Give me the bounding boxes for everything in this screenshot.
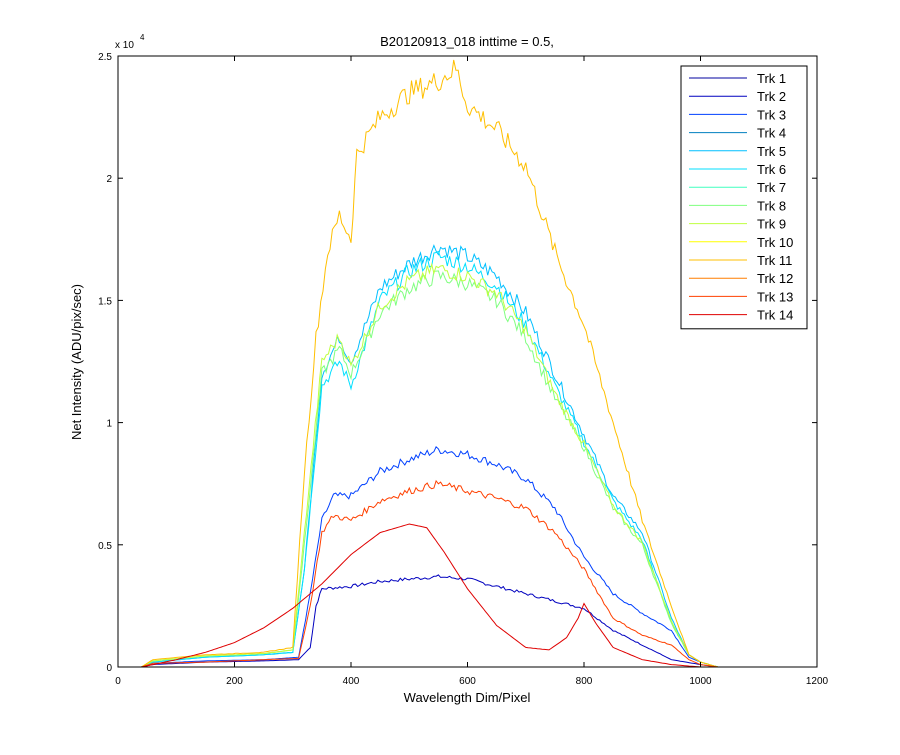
y-exponent-power: 4 (140, 33, 145, 42)
x-axis-label: Wavelength Dim/Pixel (404, 690, 531, 705)
legend-entry: Trk 7 (757, 180, 786, 195)
series-line-2 (141, 574, 719, 668)
x-tick-label: 400 (343, 676, 360, 687)
legend-entry: Trk 5 (757, 144, 786, 159)
legend-entry: Trk 11 (757, 253, 792, 268)
y-tick-label: 1.5 (98, 296, 112, 307)
series-line-9 (141, 262, 719, 668)
x-tick-label: 1200 (806, 676, 829, 687)
legend-box (680, 65, 808, 330)
legend-entry: Trk 4 (757, 126, 786, 141)
legend-entry: Trk 12 (757, 271, 793, 286)
legend-entry: Trk 6 (757, 162, 786, 177)
legend-entry: Trk 9 (757, 217, 786, 232)
y-tick-label: 0.5 (98, 541, 112, 552)
chart-title: B20120913_018 inttime = 0.5, (380, 34, 554, 49)
legend-entry: Trk 14 (757, 308, 793, 323)
y-tick-label: 2 (106, 174, 112, 185)
y-tick-label: 2.5 (98, 52, 112, 63)
x-tick-label: 1000 (689, 676, 712, 687)
legend-entry: Trk 10 (757, 235, 793, 250)
series-line-13 (141, 479, 719, 668)
y-axis-label: Net Intensity (ADU/pix/sec) (69, 284, 84, 440)
legend-entry: Trk 2 (757, 89, 786, 104)
x-tick-label: 800 (576, 676, 593, 687)
legend-entry: Trk 8 (757, 198, 786, 213)
y-exponent-label: x 10 (115, 40, 134, 51)
x-tick-label: 600 (459, 676, 476, 687)
y-tick-label: 1 (106, 419, 112, 430)
legend-entry: Trk 3 (757, 107, 786, 122)
x-tick-label: 200 (226, 676, 243, 687)
y-tick-label: 0 (106, 663, 112, 674)
series-line-11 (141, 59, 719, 668)
plot-frame (117, 55, 818, 668)
series-line-14 (141, 523, 701, 668)
legend-entry: Trk 13 (757, 289, 793, 304)
x-tick-label: 0 (115, 676, 121, 687)
legend: Trk 1 Trk 2 Trk 3 Trk 4 Trk 5 Trk 6 Trk 7 Trk 8… (680, 65, 808, 330)
axis-ticks: 0 200 400 600 800 1000 1200 0 0.5 1 1.5 2 2.5 (98, 52, 828, 687)
legend-entry: Trk 1 (757, 71, 786, 86)
